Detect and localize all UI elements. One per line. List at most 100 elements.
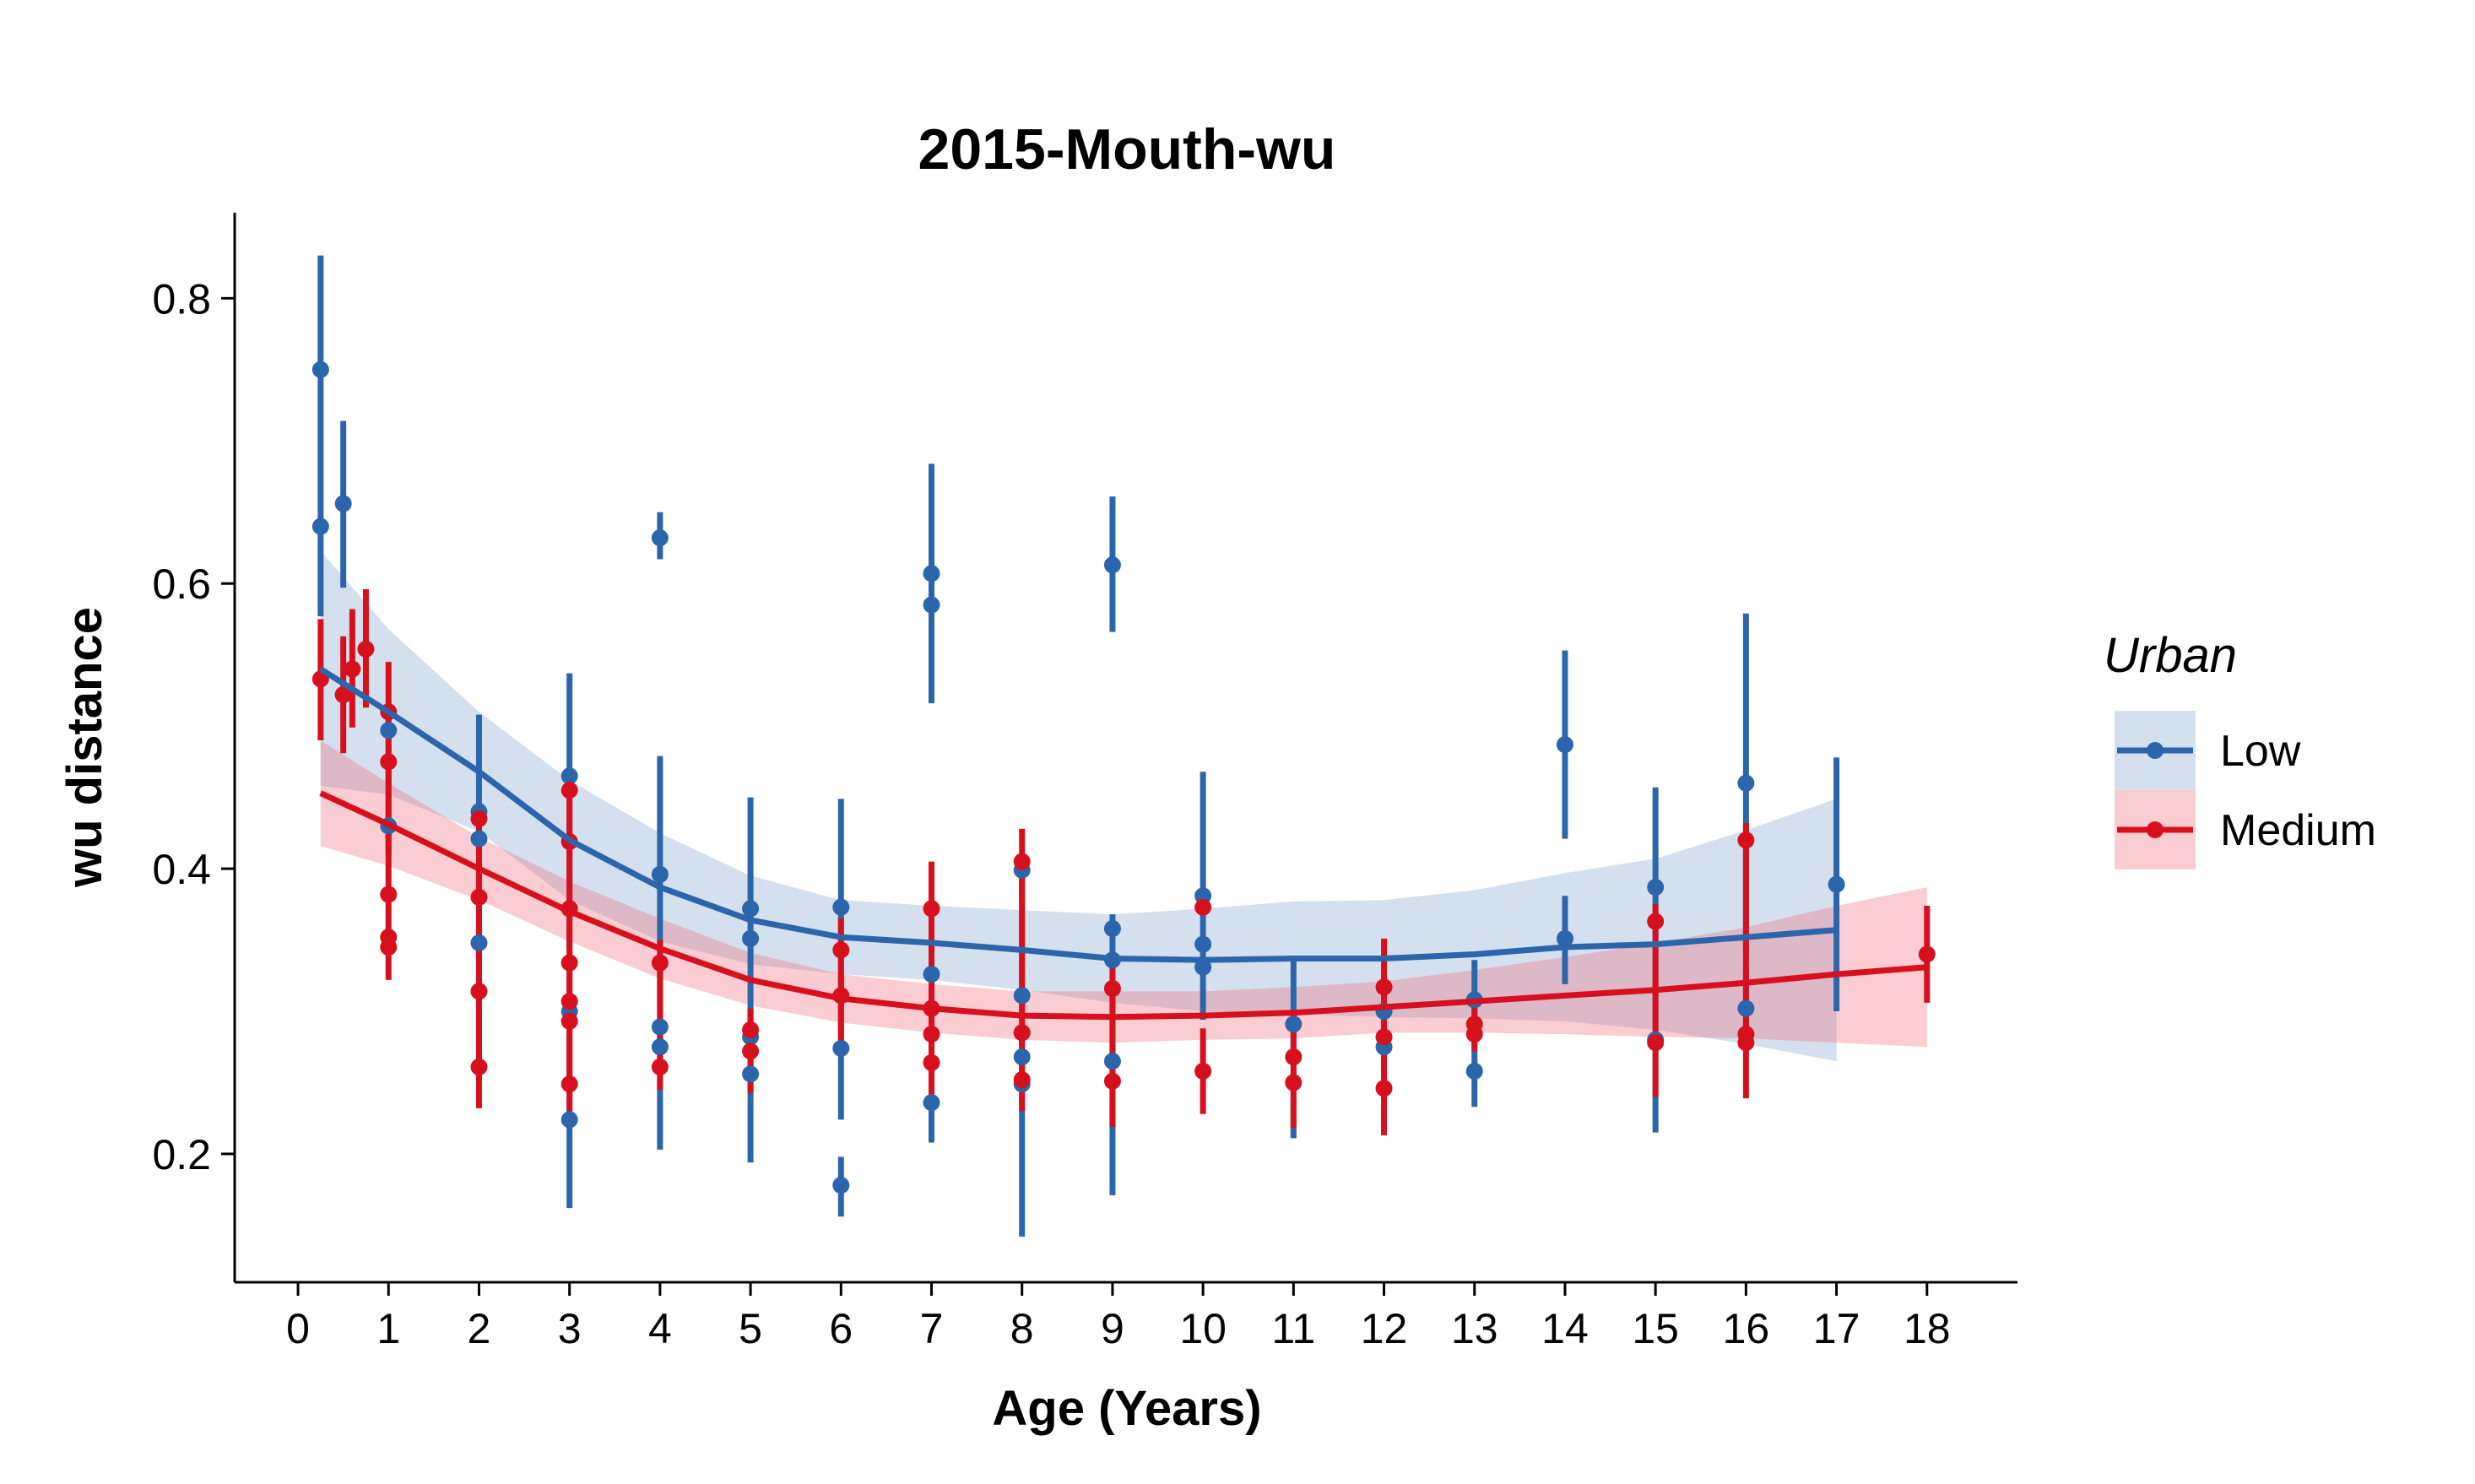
x-tick-label-7: 7 (920, 1305, 944, 1352)
x-tick-label-9: 9 (1101, 1305, 1124, 1352)
y-ticks: 0.2 0.4 0.6 0.8 (152, 275, 235, 1178)
point-medium-29 (923, 1053, 940, 1071)
point-medium-19 (561, 1075, 578, 1093)
point-medium-44 (1647, 913, 1665, 930)
point-medium-41 (1375, 1080, 1393, 1097)
point-medium-40 (1375, 1028, 1393, 1046)
point-low-8 (470, 934, 488, 951)
point-medium-16 (561, 954, 578, 972)
point-low-25 (923, 966, 940, 983)
point-medium-20 (651, 954, 669, 972)
point-low-34 (1103, 1053, 1121, 1070)
legend-point-medium (2147, 821, 2164, 838)
x-tick-label-4: 4 (648, 1305, 672, 1352)
point-low-15 (651, 1038, 669, 1056)
point-medium-38 (1285, 1074, 1302, 1091)
point-low-23 (923, 565, 940, 582)
point-medium-17 (561, 993, 578, 1010)
y-axis-title: wu distance (57, 607, 112, 888)
point-medium-31 (1013, 1024, 1031, 1042)
x-tick-label-1: 1 (376, 1305, 400, 1352)
point-medium-24 (832, 941, 850, 959)
ribbon-low (320, 550, 1837, 1062)
point-low-12 (651, 529, 669, 547)
smooth-line-low (318, 666, 1837, 963)
legend-label-medium: Medium (2220, 806, 2376, 855)
x-tick-label-10: 10 (1179, 1305, 1227, 1352)
point-medium-18 (561, 1012, 578, 1030)
point-medium-35 (1194, 898, 1212, 916)
x-tick-label-3: 3 (558, 1305, 582, 1352)
point-medium-21 (651, 1058, 669, 1075)
point-low-22 (832, 1177, 850, 1194)
point-medium-39 (1375, 978, 1393, 996)
point-low-11 (561, 1111, 578, 1129)
point-low-36 (1194, 935, 1212, 953)
point-medium-11 (470, 983, 488, 1000)
point-low-9 (561, 767, 578, 785)
point-medium-33 (1103, 979, 1121, 997)
point-low-32 (1103, 920, 1121, 938)
x-tick-label-6: 6 (829, 1305, 853, 1352)
x-ticks: 0 1 2 3 4 5 6 7 8 9 10 11 12 13 14 15 16 17 18 (286, 1282, 1951, 1352)
point-medium-43 (1465, 1026, 1483, 1043)
point-medium-22 (742, 1021, 760, 1038)
point-low-26 (923, 1094, 940, 1112)
axes (233, 213, 2017, 1284)
point-medium-32 (1013, 1071, 1031, 1089)
point-low-45 (1647, 879, 1665, 896)
point-low-29 (1013, 1048, 1031, 1066)
smooth-lines (318, 666, 1928, 1021)
y-tick-label-0: 0.2 (152, 1131, 211, 1178)
point-medium-26 (923, 900, 940, 918)
x-tick-label-16: 16 (1723, 1305, 1770, 1352)
point-low-4 (380, 722, 398, 739)
point-medium-34 (1103, 1072, 1121, 1090)
point-medium-48 (1737, 1034, 1755, 1052)
point-low-38 (1285, 1016, 1302, 1033)
y-tick-label-2: 0.6 (152, 561, 211, 608)
point-medium-28 (923, 1026, 940, 1043)
x-tick-label-18: 18 (1904, 1305, 1951, 1352)
legend-title: Urban (2104, 628, 2237, 683)
point-low-1 (311, 517, 329, 535)
point-medium-5 (380, 753, 398, 771)
point-medium-30 (1013, 853, 1031, 870)
point-low-47 (1737, 774, 1755, 792)
point-medium-2 (344, 660, 361, 678)
point-low-49 (1828, 875, 1845, 893)
point-low-31 (1103, 556, 1121, 574)
point-low-13 (651, 865, 669, 883)
point-low-42 (1465, 1062, 1483, 1080)
point-medium-12 (470, 1058, 488, 1075)
x-axis-title: Age (Years) (992, 1381, 1261, 1436)
legend-label-low: Low (2220, 727, 2301, 776)
x-tick-label-11: 11 (1271, 1305, 1315, 1352)
x-tick-label-15: 15 (1632, 1305, 1679, 1352)
smooth-line-medium (319, 790, 1928, 1021)
point-low-19 (742, 1065, 760, 1083)
point-low-48 (1737, 999, 1755, 1017)
x-tick-label-5: 5 (739, 1305, 762, 1352)
y-tick-label-1: 0.4 (152, 846, 211, 893)
point-medium-46 (1737, 831, 1755, 849)
point-medium-37 (1285, 1048, 1302, 1066)
point-low-28 (1013, 987, 1031, 1005)
x-tick-label-0: 0 (286, 1305, 310, 1352)
legend-point-low (2147, 742, 2164, 759)
point-medium-1 (334, 685, 352, 703)
point-low-2 (334, 495, 352, 512)
point-medium-36 (1194, 1062, 1212, 1080)
point-medium-3 (357, 640, 375, 658)
point-medium-9 (470, 810, 488, 827)
point-low-21 (832, 1039, 850, 1057)
chart-title: 2015-Mouth-wu (918, 117, 1336, 181)
point-medium-6 (380, 886, 398, 903)
point-low-7 (470, 830, 488, 848)
x-tick-label-2: 2 (468, 1305, 491, 1352)
x-tick-label-12: 12 (1361, 1305, 1408, 1352)
x-tick-label-13: 13 (1451, 1305, 1498, 1352)
point-low-16 (742, 900, 760, 918)
